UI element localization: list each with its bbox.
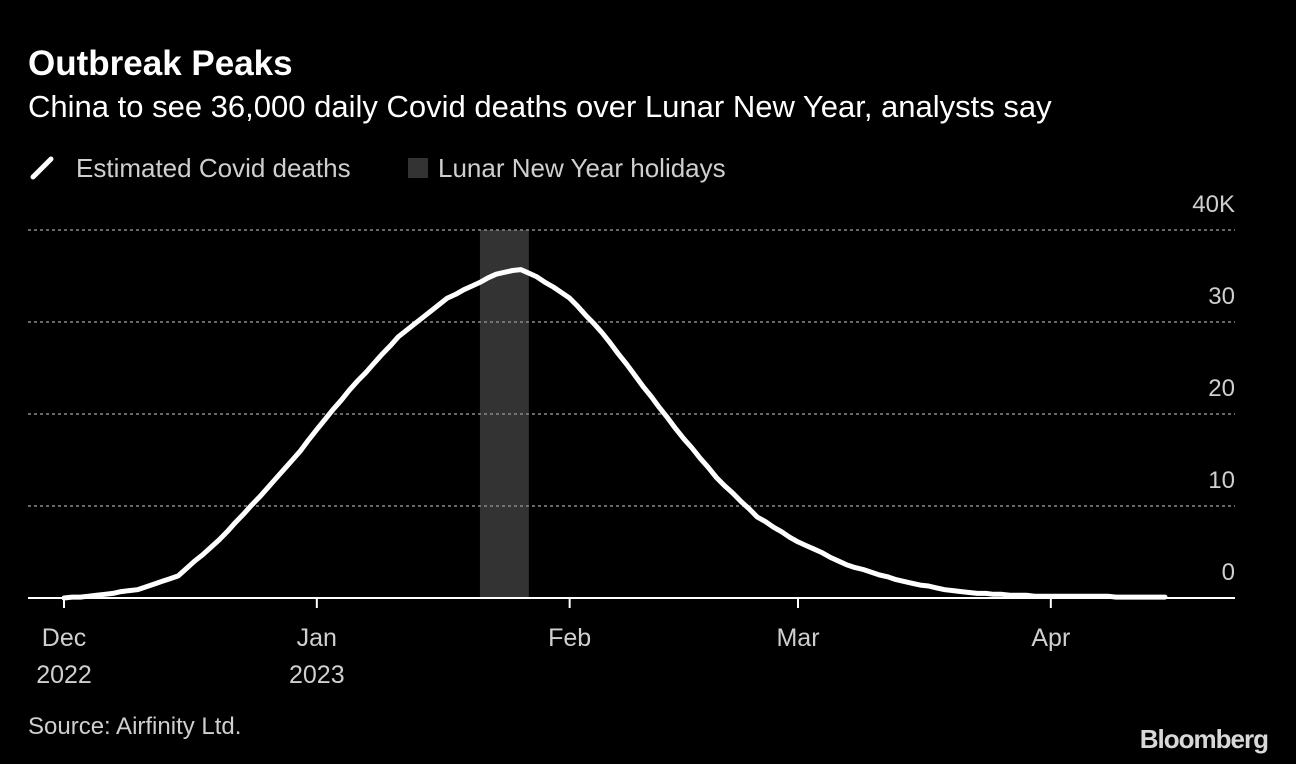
chart-title: Outbreak Peaks xyxy=(28,44,293,83)
y-tick-label: 10 xyxy=(1208,467,1235,494)
legend-label: Lunar New Year holidays xyxy=(438,153,726,183)
chart-subtitle: China to see 36,000 daily Covid deaths o… xyxy=(28,89,1052,124)
legend-band-icon xyxy=(408,158,428,178)
x-tick-label: Apr xyxy=(1031,624,1070,652)
x-tick-label: Feb xyxy=(548,624,591,652)
source: Source: Airfinity Ltd. xyxy=(28,713,241,740)
legend-label: Estimated Covid deaths xyxy=(76,153,351,183)
y-tick-label: 0 xyxy=(1222,559,1235,586)
y-tick-label: 30 xyxy=(1208,283,1235,310)
y-tick-label: 20 xyxy=(1208,375,1235,402)
legend-line-icon xyxy=(30,156,54,180)
x-tick-label: Dec 2022 xyxy=(36,624,92,689)
data-line xyxy=(61,267,1168,601)
x-tick-label: Jan 2023 xyxy=(289,624,345,689)
brand: Bloomberg xyxy=(1140,724,1268,754)
x-tick-label: Mar xyxy=(776,624,819,652)
y-tick-label: 40K xyxy=(1192,191,1235,218)
